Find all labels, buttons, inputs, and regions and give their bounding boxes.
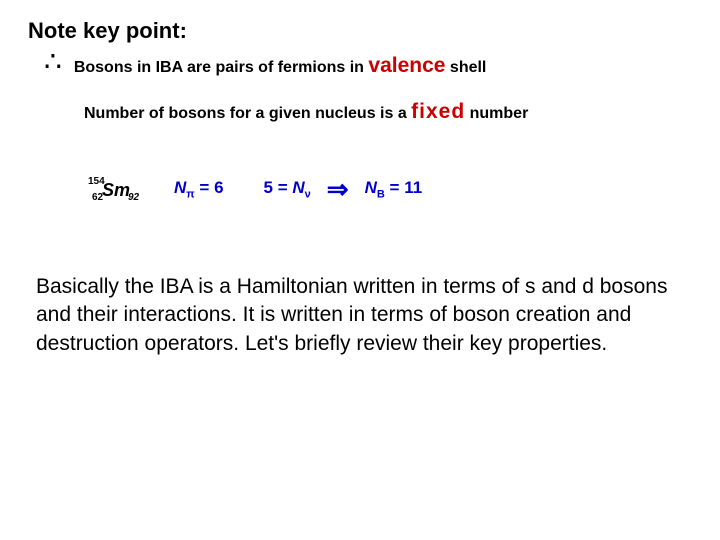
n-b-val: = 11 (385, 178, 422, 197)
n-b-sym: N (365, 178, 377, 197)
point-1-text: Bosons in IBA are pairs of fermions in v… (74, 54, 487, 78)
n-nu-sym: N (292, 178, 304, 197)
n-nu-val: 5 = (264, 178, 293, 197)
n-pi-sym: N (174, 178, 186, 197)
therefore-symbol: ∴ (44, 52, 62, 72)
n-nu: 5 = Nν (264, 178, 311, 200)
point-2-emph: fixed (411, 100, 465, 123)
implies-arrow: ⇒ (327, 174, 349, 205)
slide: Note key point: ∴ Bosons in IBA are pair… (0, 0, 720, 540)
nuclide-n: 92 (128, 192, 139, 203)
point-2-mid: a (398, 105, 411, 122)
n-pi-sub: π (186, 189, 194, 201)
n-b: NB = 11 (365, 178, 423, 200)
point-2-pre: Number of bosons for a given nucleus is (84, 105, 398, 122)
equation-row: 154 62 Sm 92 Nπ = 6 5 = Nν ⇒ NB = 11 (84, 174, 692, 205)
nuclide-element: Sm (102, 180, 130, 201)
point-2-post: number (465, 105, 528, 122)
n-pi: Nπ = 6 (174, 178, 224, 200)
point-1-emph: valence (368, 54, 445, 77)
point-1-row: ∴ Bosons in IBA are pairs of fermions in… (44, 54, 692, 78)
slide-title: Note key point: (28, 18, 692, 44)
point-1-post: shell (445, 59, 486, 76)
point-1-pre: Bosons in IBA are pairs of fermions in (74, 59, 369, 76)
summary-paragraph: Basically the IBA is a Hamiltonian writt… (36, 273, 672, 358)
n-pi-val: = 6 (195, 178, 224, 197)
point-2-text: Number of bosons for a given nucleus is … (84, 100, 692, 124)
nuclide-symbol: 154 62 Sm 92 (84, 176, 144, 204)
n-nu-sub: ν (305, 189, 311, 201)
n-b-sub: B (377, 189, 385, 201)
